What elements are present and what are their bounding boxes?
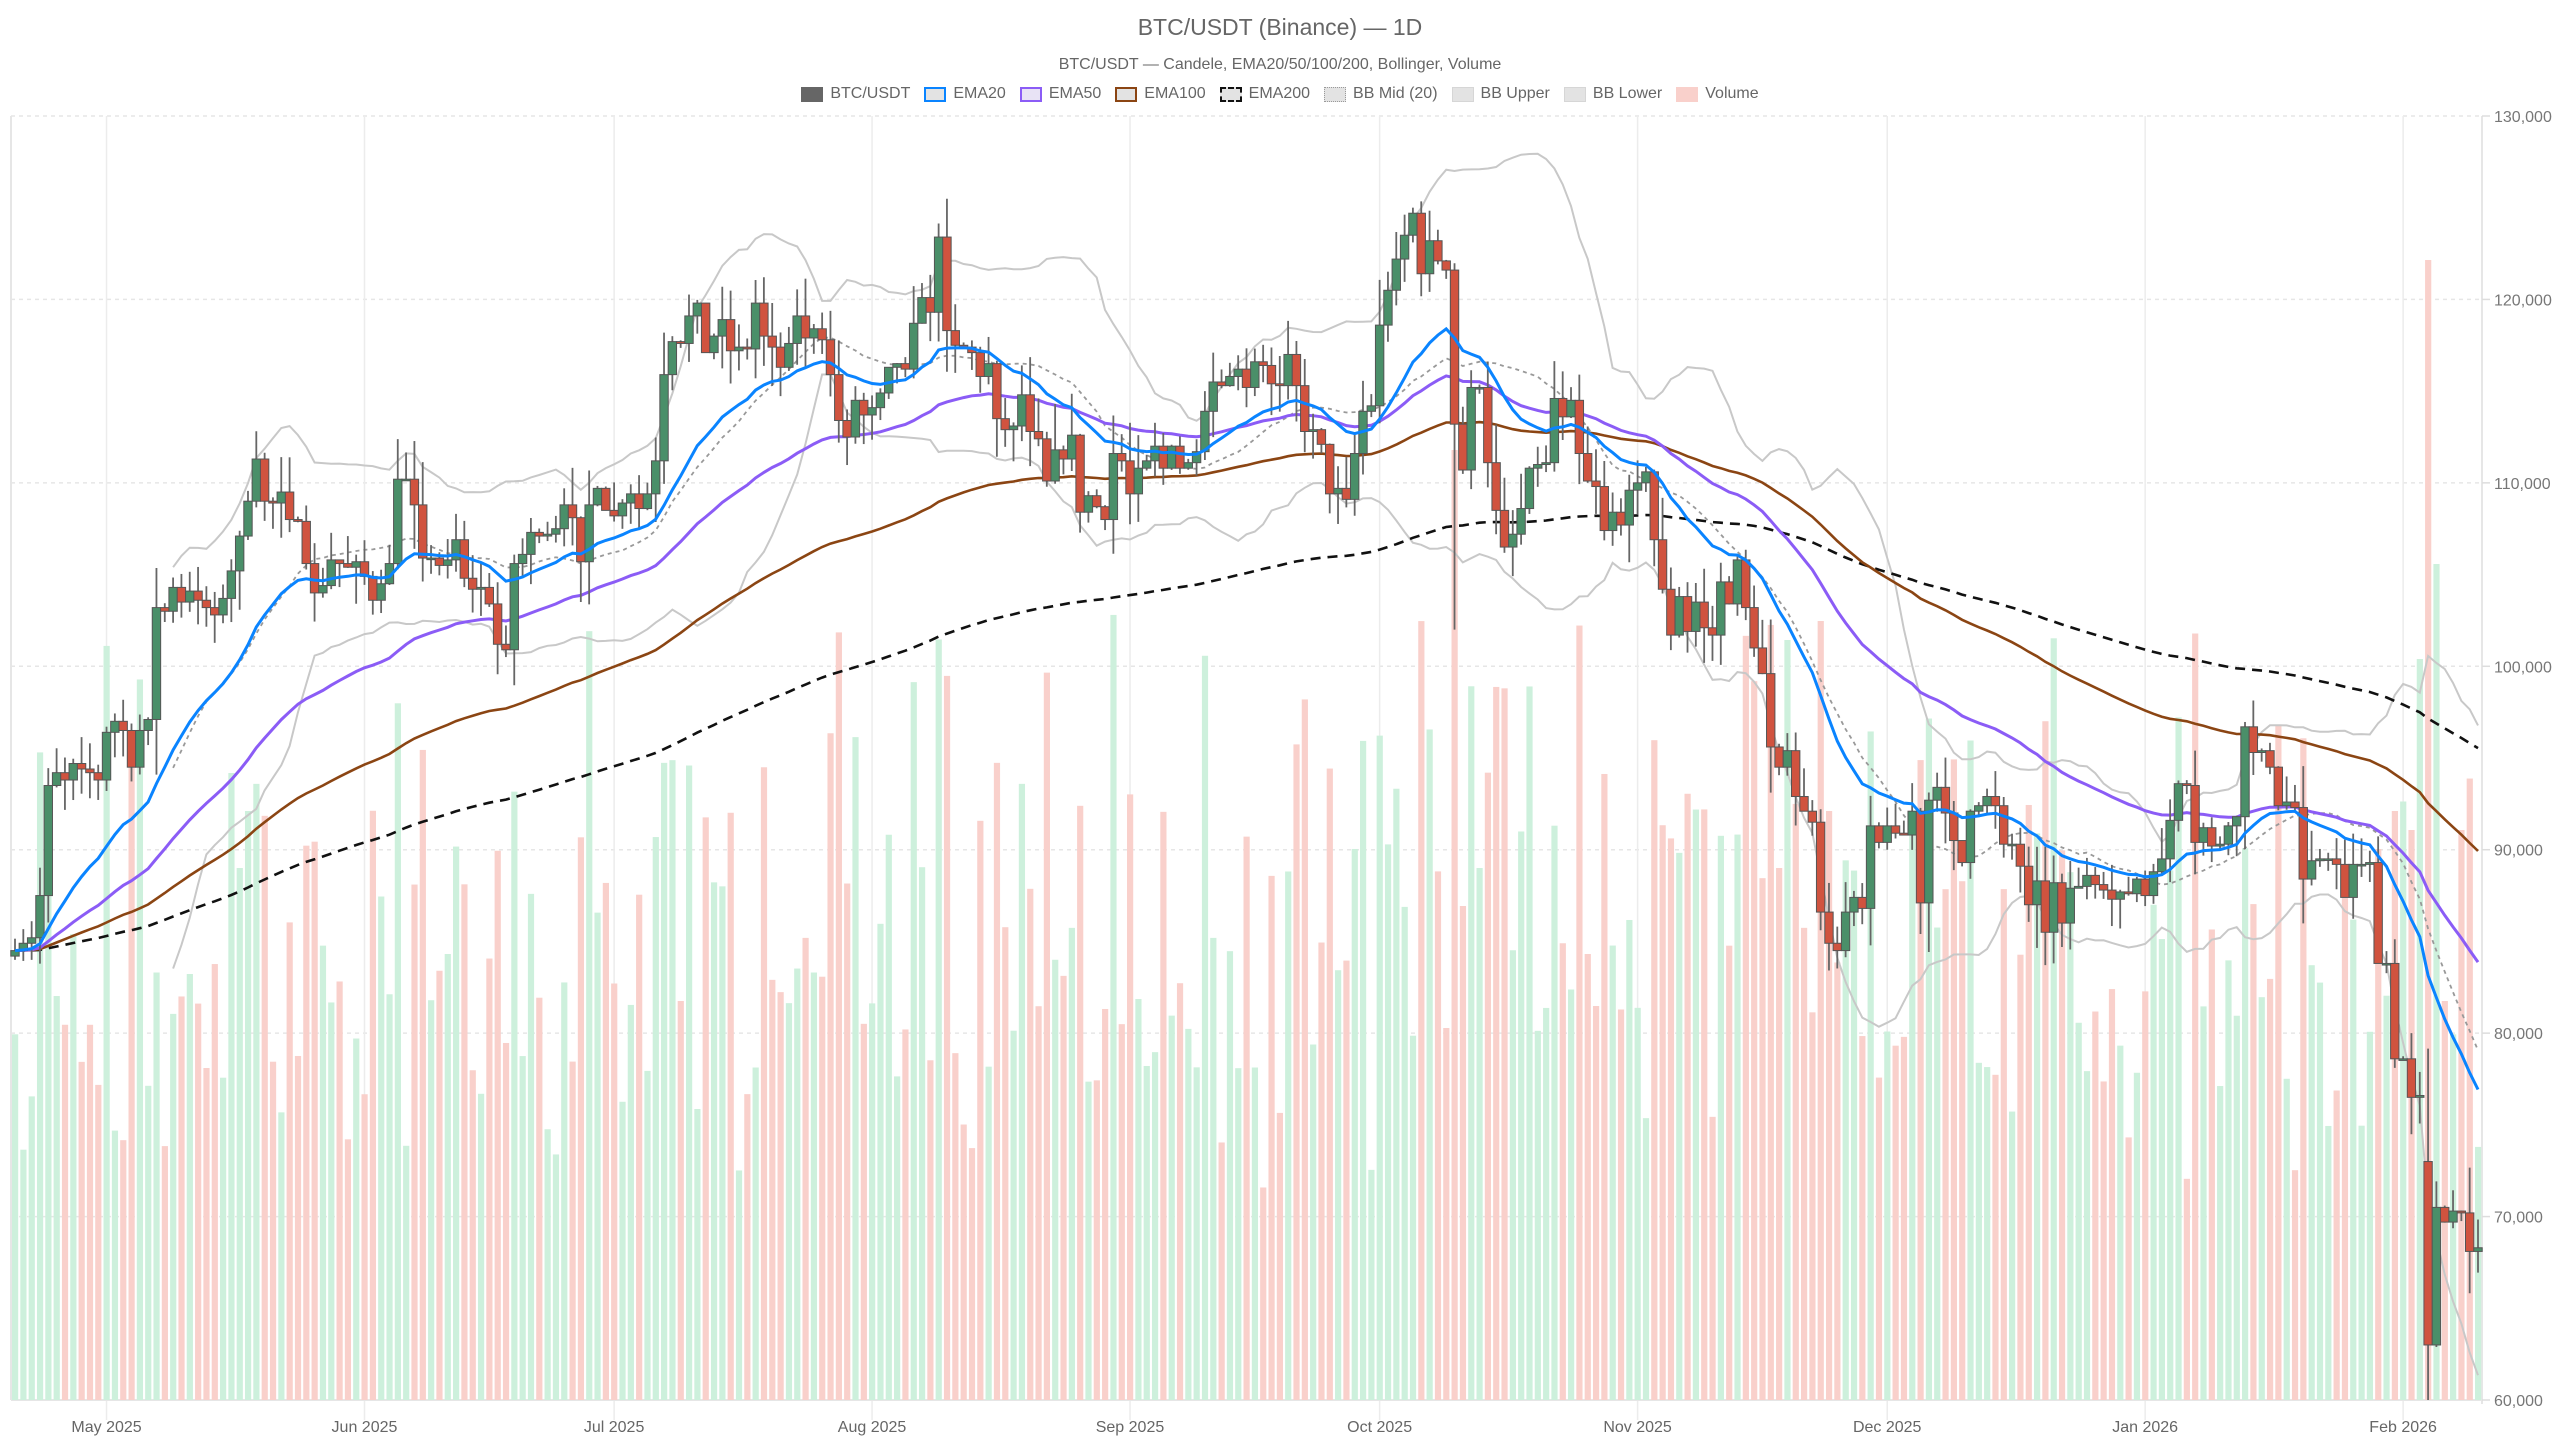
y-tick-label: 80,000: [2494, 1026, 2543, 1043]
legend-label: EMA100: [1144, 85, 1206, 102]
y-tick-label: 70,000: [2494, 1210, 2543, 1227]
legend-item-volume[interactable]: Volume: [1676, 85, 1759, 103]
legend-label: EMA50: [1048, 85, 1102, 102]
x-tick-label: Aug 2025: [838, 1419, 907, 1436]
x-tick-label: Jan 2026: [2112, 1419, 2178, 1436]
legend-item-ema50[interactable]: EMA50: [1019, 85, 1102, 103]
bb-mid-line: [172, 336, 2479, 1051]
legend-swatch-icon: [801, 86, 824, 102]
legend-swatch-icon: [1115, 86, 1138, 102]
x-tick-label: May 2025: [71, 1419, 141, 1436]
legend-label: BB Lower: [1592, 85, 1663, 102]
legend-swatch-icon: [1676, 86, 1699, 102]
ema100-line: [14, 420, 2479, 952]
y-tick-label: 60,000: [2494, 1393, 2543, 1410]
y-tick-label: 90,000: [2494, 843, 2543, 860]
ema20-line: [14, 326, 2480, 1091]
bb-upper-line: [172, 152, 2479, 844]
legend-item-bb-mid-20[interactable]: BB Mid (20): [1324, 85, 1438, 103]
legend-item-btc-usdt[interactable]: BTC/USDT: [801, 85, 910, 103]
legend-item-ema100[interactable]: EMA100: [1115, 85, 1206, 103]
legend-item-ema20[interactable]: EMA20: [924, 85, 1006, 103]
chart-legend: BTC/USDT EMA20 EMA50 EMA100 EMA200 BB Mid (20…: [0, 85, 2560, 103]
x-tick-label: Nov 2025: [1603, 1419, 1672, 1436]
legend-swatch-icon: [1324, 86, 1347, 102]
legend-swatch-icon: [1563, 86, 1586, 102]
legend-item-bb-upper[interactable]: BB Upper: [1451, 85, 1550, 103]
ema50-line: [14, 374, 2480, 963]
x-tick-label: Oct 2025: [1347, 1419, 1412, 1436]
chart-title: BTC/USDT (Binance) — 1D: [1137, 14, 1423, 40]
x-tick-label: Jun 2025: [332, 1419, 398, 1436]
y-tick-label: 120,000: [2494, 292, 2552, 309]
legend-swatch-icon: [1219, 86, 1242, 102]
legend-label: BB Upper: [1480, 85, 1550, 102]
legend-item-bb-lower[interactable]: BB Lower: [1563, 85, 1663, 103]
legend-label: Volume: [1705, 85, 1759, 102]
x-tick-label: Dec 2025: [1853, 1419, 1922, 1436]
legend-label: BTC/USDT: [830, 85, 911, 102]
y-tick-label: 100,000: [2494, 659, 2552, 676]
ema200-line: [14, 513, 2479, 952]
legend-swatch-icon: [1019, 86, 1042, 102]
legend-swatch-icon: [1451, 86, 1474, 102]
y-tick-label: 110,000: [2494, 476, 2551, 493]
x-tick-label: Jul 2025: [584, 1419, 645, 1436]
y-tick-label: 130,000: [2494, 109, 2552, 126]
x-tick-label: Feb 2026: [2369, 1419, 2437, 1436]
candles: [10, 198, 2483, 1400]
legend-label: EMA20: [953, 85, 1006, 102]
volume-bars: [12, 260, 2482, 1400]
legend-label: BB Mid (20): [1353, 85, 1438, 102]
chart-subtitle: BTC/USDT — Candele, EMA20/50/100/200, Bo…: [1058, 56, 1502, 73]
legend-swatch-icon: [924, 86, 947, 102]
legend-item-ema200[interactable]: EMA200: [1219, 85, 1311, 103]
x-tick-label: Sep 2025: [1096, 1419, 1165, 1436]
legend-label: EMA200: [1248, 85, 1311, 102]
